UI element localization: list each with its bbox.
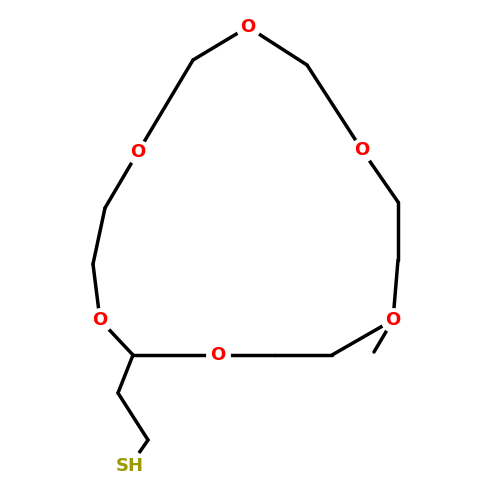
Text: O: O — [354, 141, 370, 159]
Text: O: O — [210, 346, 226, 364]
Text: O: O — [130, 143, 146, 161]
Text: O: O — [386, 311, 400, 329]
Text: SH: SH — [116, 457, 144, 475]
Text: O: O — [92, 311, 108, 329]
Text: O: O — [240, 18, 256, 36]
